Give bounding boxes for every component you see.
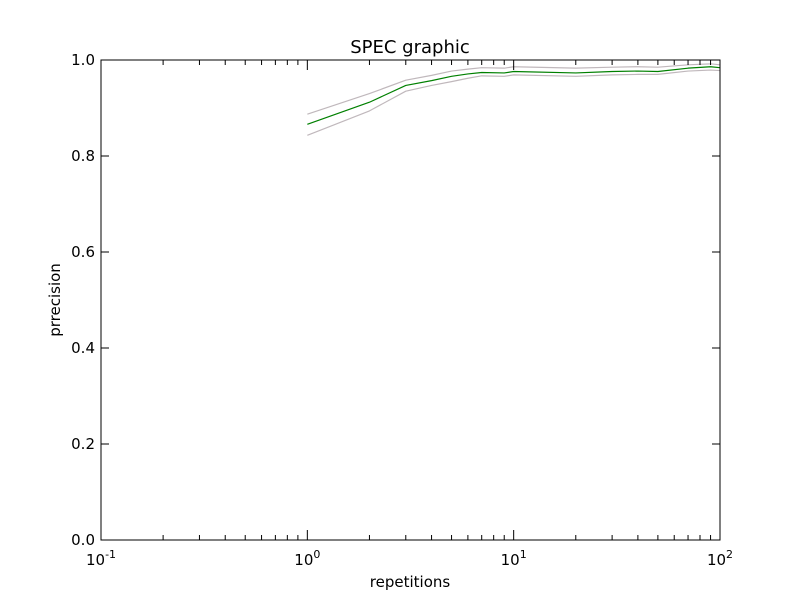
chart-title: SPEC graphic bbox=[350, 37, 470, 58]
plot-frame bbox=[100, 59, 721, 541]
x-tick-label: 100 bbox=[294, 548, 320, 569]
x-tick-label: 101 bbox=[501, 548, 527, 569]
x-tick-label-exponent: -1 bbox=[105, 548, 116, 561]
x-tick-label-base: 10 bbox=[294, 551, 313, 569]
y-tick-label: 1.0 bbox=[71, 51, 95, 69]
x-tick-label-exponent: 1 bbox=[520, 548, 527, 561]
y-tick-label: 0.6 bbox=[71, 243, 95, 261]
x-axis-title: repetitions bbox=[370, 573, 451, 591]
upper-bound-line bbox=[307, 63, 721, 115]
mean-line bbox=[307, 66, 721, 125]
series-layer bbox=[307, 63, 721, 136]
x-tick-label: 10-1 bbox=[86, 548, 116, 569]
y-tick-label: 0.8 bbox=[71, 147, 95, 165]
x-tick-label-base: 10 bbox=[707, 551, 726, 569]
ticks-layer: 0.00.20.40.60.81.010-1 100 101 102 bbox=[71, 51, 733, 569]
y-tick-label: 0.2 bbox=[71, 435, 95, 453]
x-tick-label-exponent: 2 bbox=[726, 548, 733, 561]
y-axis-title: prrecision bbox=[46, 263, 64, 337]
y-tick-label: 0.4 bbox=[71, 339, 95, 357]
x-tick-label-base: 10 bbox=[501, 551, 520, 569]
x-tick-label-exponent: 0 bbox=[313, 548, 320, 561]
x-tick-label: 102 bbox=[707, 548, 733, 569]
y-tick-label: 0.0 bbox=[71, 531, 95, 549]
lower-bound-line bbox=[307, 69, 721, 136]
x-tick-label-base: 10 bbox=[86, 551, 105, 569]
